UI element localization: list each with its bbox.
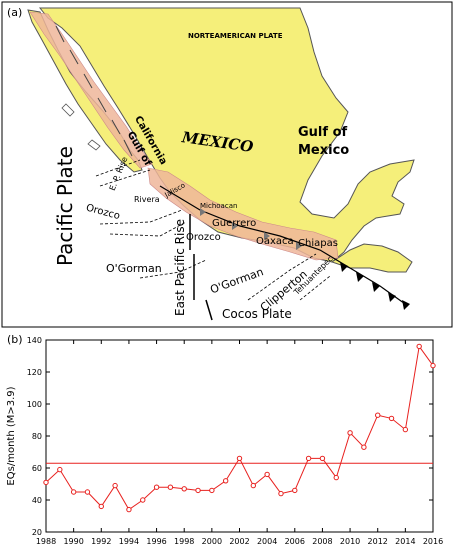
data-point <box>388 415 395 422</box>
ogorman-left-label: O'Gorman <box>106 262 162 275</box>
island <box>61 103 75 117</box>
x-tick-label: 1998 <box>174 537 194 546</box>
mainland-mexico <box>38 7 415 263</box>
trench-teeth <box>340 262 410 310</box>
y-axis-title: EQs/month (M>3.9) <box>6 386 17 485</box>
data-point <box>43 479 49 486</box>
data-point <box>98 503 104 510</box>
rupture-zone-pacific-coast <box>147 167 339 261</box>
data-point <box>140 497 146 503</box>
panel-a-tag: (a) <box>7 6 22 19</box>
panel-b-tag: (b) <box>7 333 23 346</box>
orozco-fracture-2 <box>109 221 187 237</box>
data-point <box>402 426 409 433</box>
data-point <box>333 474 339 481</box>
data-point <box>292 487 298 494</box>
chiapas-label: Chiapas <box>298 238 338 249</box>
x-tick-label: 1988 <box>36 537 56 546</box>
x-tick-label: 1992 <box>91 537 111 546</box>
clipperton-fracture <box>247 253 317 301</box>
data-point <box>347 430 353 436</box>
middle-america-trench <box>159 185 409 307</box>
orozco-fracture <box>99 209 183 225</box>
x-tick-label: 2014 <box>395 537 415 546</box>
tehuantepec-fracture <box>299 275 331 301</box>
east-pacific-rise-line <box>189 214 195 300</box>
series-line <box>45 345 434 511</box>
data-point <box>305 455 312 462</box>
map-panel: (a) NORTEAMERICAN PLATE MEXICO Gulf of M… <box>1 1 453 328</box>
data-point <box>264 471 270 478</box>
data-points <box>43 343 436 513</box>
east-pacific-rise-label: East Pacific Rise <box>173 219 187 316</box>
ep-rise-dashes <box>95 159 151 187</box>
data-point <box>222 478 229 484</box>
x-tick-label: 2008 <box>312 537 332 546</box>
guerrero-label: Guerrero <box>212 218 256 229</box>
x-tick-label: 1990 <box>63 537 83 546</box>
data-point <box>57 466 63 473</box>
y-ticks: 20 40 60 80 100 120 140 <box>27 336 433 537</box>
data-point <box>430 362 436 369</box>
data-point <box>278 490 284 497</box>
y-tick-label: 60 <box>32 464 42 473</box>
y-tick-label: 100 <box>27 400 42 409</box>
data-point <box>84 489 91 495</box>
rupture-zone-baja <box>29 11 153 169</box>
x-tick-label: 2002 <box>229 537 249 546</box>
data-point <box>126 506 132 513</box>
cocos-plate-label: Cocos Plate <box>222 307 292 321</box>
plot-frame <box>45 339 434 533</box>
central-america <box>330 243 413 273</box>
x-tick-label: 2016 <box>423 537 443 546</box>
data-point <box>195 487 201 494</box>
data-point <box>361 444 367 450</box>
data-point <box>250 482 257 489</box>
data-point <box>181 486 187 492</box>
gulf-of-mexico-label-2: Mexico <box>298 143 349 158</box>
pacific-plate-label: Pacific Plate <box>53 146 77 266</box>
michoacan-label: Michoacan <box>200 202 237 210</box>
data-point <box>375 412 381 418</box>
north-american-plate-label: NORTEAMERICAN PLATE <box>188 32 283 40</box>
orozco-right-label: Orozco <box>186 232 221 243</box>
x-tick-label: 2010 <box>340 537 360 546</box>
x-tick-label: 1996 <box>146 537 166 546</box>
data-point <box>153 484 160 490</box>
x-tick-label: 2012 <box>368 537 388 546</box>
x-tick-label: 2006 <box>285 537 305 546</box>
gulf-of-mexico-label-1: Gulf of <box>298 125 347 140</box>
y-tick-label: 80 <box>32 432 42 441</box>
x-tick-label: 2000 <box>202 537 222 546</box>
x-tick-label: 1994 <box>119 537 139 546</box>
rivera-label: Rivera <box>134 195 160 204</box>
ogorman-fracture <box>139 259 207 279</box>
x-ticks: 1988 1990 1992 1994 1996 1998 2000 2002 2004 2006… <box>36 340 443 546</box>
data-point <box>319 455 326 462</box>
data-point <box>236 455 243 462</box>
y-tick-label: 120 <box>27 368 42 377</box>
data-point <box>70 489 77 495</box>
gulf-rift-segments <box>55 25 133 157</box>
oaxaca-label: Oaxaca <box>256 236 294 247</box>
y-tick-label: 20 <box>32 528 42 537</box>
trench-teeth-gray <box>200 208 302 250</box>
data-point <box>209 487 215 494</box>
data-point <box>112 482 118 489</box>
rise-line <box>205 299 213 321</box>
data-point <box>167 484 174 490</box>
chart-panel: (b) EQs/month (M>3.9) 20406080100120140 … <box>6 333 443 546</box>
island <box>87 139 101 151</box>
data-point <box>416 343 422 350</box>
y-tick-label: 140 <box>27 336 42 345</box>
x-tick-label: 2004 <box>257 537 277 546</box>
y-tick-label: 40 <box>32 496 42 505</box>
